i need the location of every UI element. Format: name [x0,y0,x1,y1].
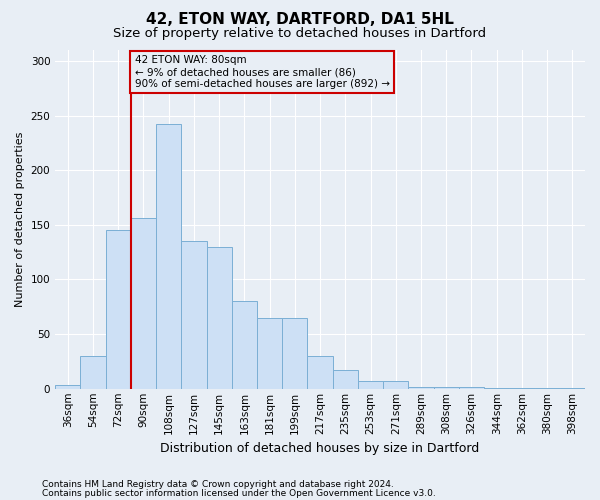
Text: Size of property relative to detached houses in Dartford: Size of property relative to detached ho… [113,28,487,40]
Bar [206,246,232,389]
Text: 42, ETON WAY, DARTFORD, DA1 5HL: 42, ETON WAY, DARTFORD, DA1 5HL [146,12,454,28]
Text: 42 ETON WAY: 80sqm
← 9% of detached houses are smaller (86)
90% of semi-detached: 42 ETON WAY: 80sqm ← 9% of detached hous… [134,56,389,88]
Bar [232,302,257,389]
Bar [257,318,282,389]
Bar [560,388,585,389]
Bar [181,241,206,389]
Bar [131,218,156,389]
Bar [106,230,131,389]
Y-axis label: Number of detached properties: Number of detached properties [15,132,25,307]
Bar [484,388,509,389]
Bar [332,370,358,389]
Bar [383,381,409,389]
Bar [509,388,535,389]
Bar [80,356,106,389]
Bar [434,386,459,389]
Text: Contains public sector information licensed under the Open Government Licence v3: Contains public sector information licen… [42,488,436,498]
Bar [156,124,181,389]
Bar [459,386,484,389]
Bar [358,381,383,389]
Bar [535,388,560,389]
Bar [409,386,434,389]
X-axis label: Distribution of detached houses by size in Dartford: Distribution of detached houses by size … [160,442,480,455]
Bar [282,318,307,389]
Bar [307,356,332,389]
Bar [55,386,80,389]
Text: Contains HM Land Registry data © Crown copyright and database right 2024.: Contains HM Land Registry data © Crown c… [42,480,394,489]
